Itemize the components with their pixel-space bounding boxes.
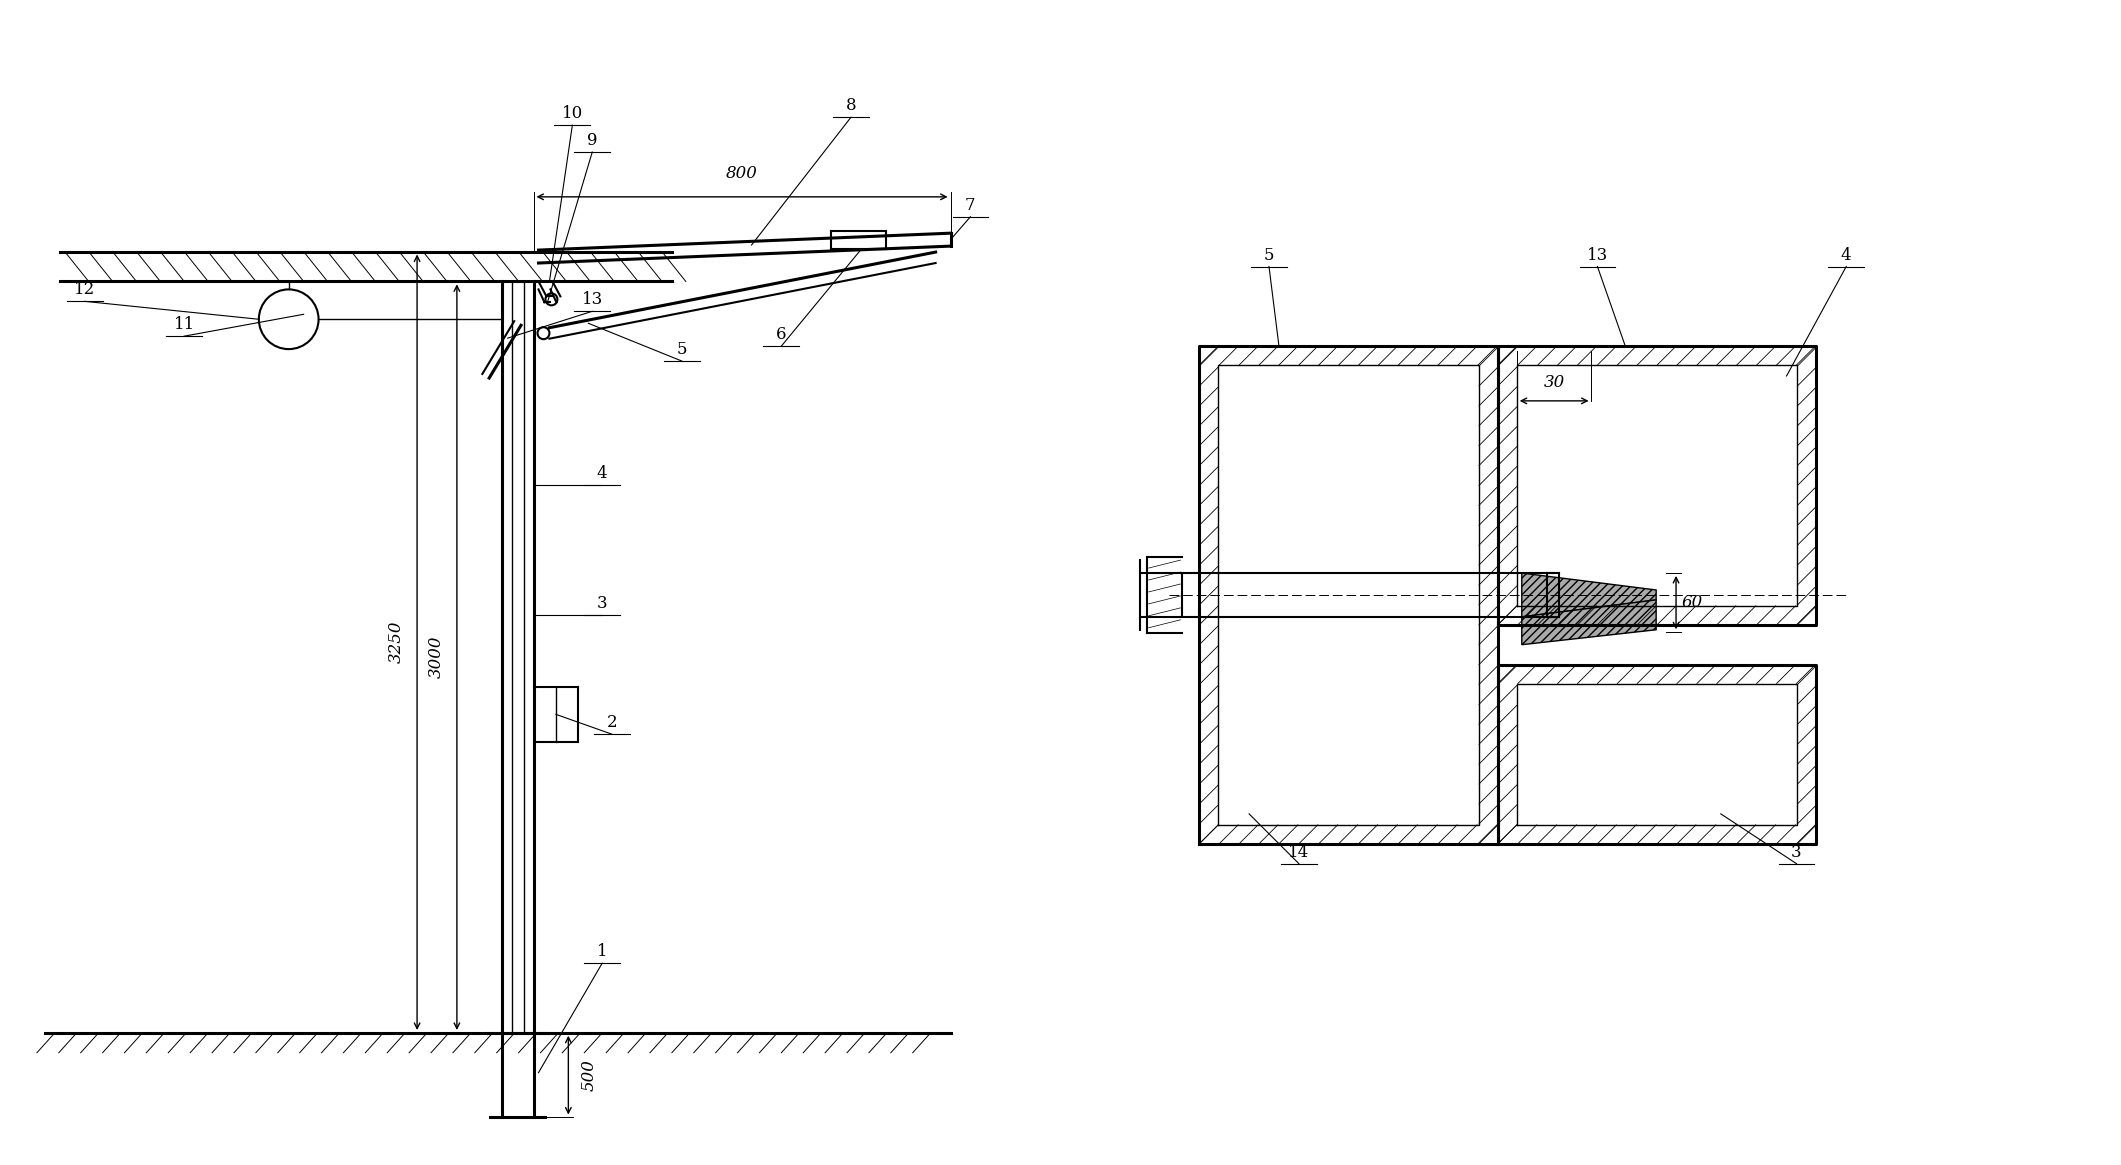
Text: 11: 11 bbox=[174, 316, 195, 333]
Text: 5: 5 bbox=[1264, 247, 1275, 263]
Text: 13: 13 bbox=[1587, 247, 1608, 263]
Text: 6: 6 bbox=[776, 326, 787, 344]
Text: 500: 500 bbox=[581, 1059, 598, 1092]
Text: 10: 10 bbox=[562, 105, 583, 122]
Text: 14: 14 bbox=[1287, 843, 1309, 861]
Text: 9: 9 bbox=[588, 132, 598, 149]
Text: 2: 2 bbox=[607, 714, 617, 732]
Text: 7: 7 bbox=[965, 197, 976, 213]
Text: 12: 12 bbox=[74, 282, 95, 298]
Text: 60: 60 bbox=[1682, 594, 1703, 612]
Text: 4: 4 bbox=[1841, 247, 1852, 263]
Text: 3: 3 bbox=[1790, 843, 1801, 861]
Text: 13: 13 bbox=[581, 291, 602, 309]
Text: 3: 3 bbox=[596, 595, 607, 612]
Text: 4: 4 bbox=[596, 466, 607, 482]
Text: 3250: 3250 bbox=[388, 621, 405, 663]
Polygon shape bbox=[1521, 600, 1657, 644]
Polygon shape bbox=[1521, 573, 1657, 616]
Text: 1: 1 bbox=[596, 944, 607, 960]
Text: 30: 30 bbox=[1544, 374, 1565, 391]
Text: 3000: 3000 bbox=[428, 636, 445, 678]
Text: 5: 5 bbox=[677, 341, 687, 358]
Text: 800: 800 bbox=[725, 165, 757, 182]
Text: 8: 8 bbox=[846, 97, 857, 114]
